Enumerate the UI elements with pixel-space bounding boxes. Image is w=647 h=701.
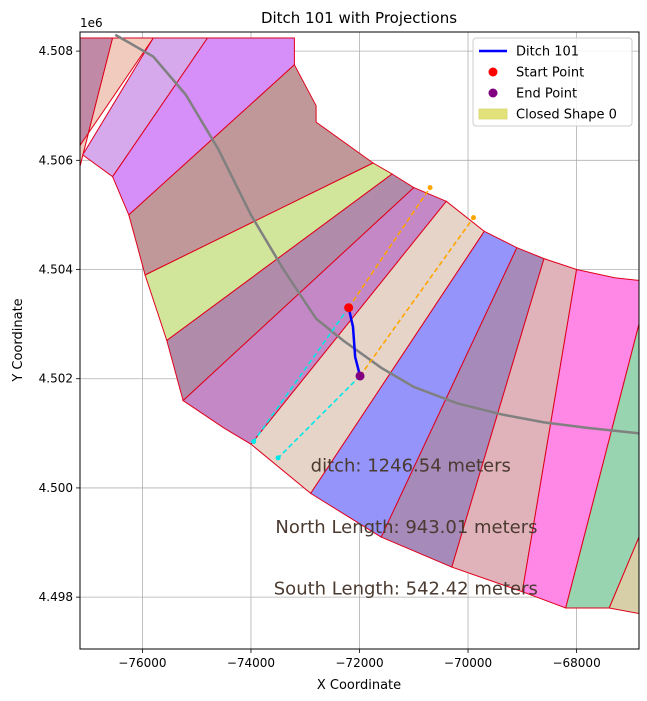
- chart-title: Ditch 101 with Projections: [261, 9, 457, 27]
- projection-band: [521, 268, 639, 609]
- length-annotation: North Length: 943.01 meters: [275, 517, 537, 538]
- ditch-line: [347, 307, 362, 377]
- projection-endpoint: [251, 439, 257, 445]
- x-tick-label: −74000: [227, 656, 275, 670]
- x-tick-label: −72000: [335, 656, 383, 670]
- y-tick-label: 4.498: [39, 590, 73, 604]
- end-point-marker: [355, 371, 365, 381]
- length-annotation: ditch: 1246.54 meters: [311, 456, 511, 477]
- y-tick-label: 4.502: [39, 372, 73, 386]
- legend-swatch-point: [488, 88, 498, 98]
- legend-label: Closed Shape 0: [516, 108, 617, 123]
- tick-layer: −76000 −74000 −72000 −70000 −68000 4.498 4.500…: [39, 44, 601, 670]
- length-annotation: South Length: 542.42 meters: [274, 578, 538, 599]
- x-tick-label: −68000: [552, 656, 600, 670]
- x-tick-label: −70000: [444, 656, 492, 670]
- x-tick-label: −76000: [118, 656, 166, 670]
- legend-label: End Point: [516, 87, 577, 102]
- y-tick-label: 4.500: [39, 481, 73, 495]
- line-layer: [114, 33, 639, 461]
- projection-band: [608, 536, 639, 615]
- y-tick-label: 4.506: [39, 153, 73, 167]
- projection-line: [277, 375, 361, 459]
- legend-label: Ditch 101: [516, 45, 579, 60]
- projection-band: [80, 37, 155, 169]
- x-axis-label: X Coordinate: [317, 678, 401, 693]
- y-axis-label: Y Coordinate: [11, 298, 26, 382]
- projection-line: [347, 187, 431, 309]
- y-tick-label: 4.508: [39, 44, 73, 58]
- projection-endpoint: [275, 455, 281, 461]
- y-tick-label: 4.504: [39, 263, 73, 277]
- annotation-layer: ditch: 1246.54 meters North Length: 943.0…: [274, 456, 538, 600]
- legend: Ditch 101 Start Point End Point Closed Shap…: [472, 37, 633, 127]
- legend-label: Start Point: [516, 66, 584, 81]
- y-offset-label: 1e6: [80, 16, 103, 30]
- projection-endpoint: [427, 185, 433, 191]
- projection-line: [253, 307, 350, 442]
- legend-box: [472, 37, 633, 127]
- legend-swatch-patch: [478, 108, 508, 120]
- trend-line: [114, 33, 639, 435]
- projection-endpoint: [470, 215, 476, 221]
- projection-line: [359, 217, 475, 377]
- start-point-marker: [344, 303, 354, 313]
- legend-swatch-point: [488, 67, 498, 77]
